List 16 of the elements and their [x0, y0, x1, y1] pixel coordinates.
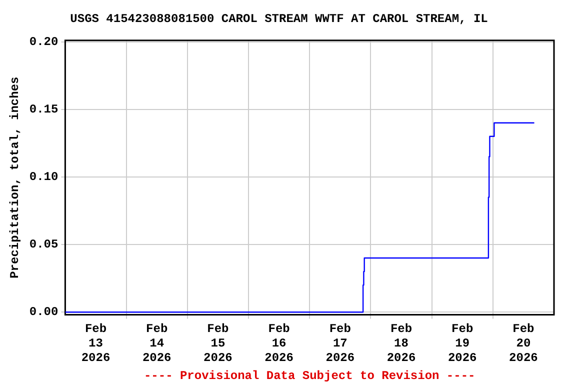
- x-tick-label: Feb 15 2026: [204, 322, 232, 365]
- y-axis-title: Precipitation, total, inches: [8, 76, 22, 278]
- x-tick-label: Feb 19 2026: [448, 322, 477, 365]
- x-tick-label: Feb 18 2026: [386, 322, 416, 365]
- x-tick-label: Feb 17 2026: [326, 322, 355, 365]
- x-tick-label: Feb 13 2026: [81, 322, 110, 365]
- x-tick-label: Feb 20 2026: [509, 322, 538, 365]
- y-tick-label: 0.10: [29, 170, 58, 184]
- x-tick-label: Feb 14 2026: [142, 322, 172, 365]
- chart-title: USGS 415423088081500 CAROL STREAM WWTF AT CAROL STREAM, IL: [70, 12, 488, 26]
- text: ---- Provisional Data Subject to Revision ----: [144, 369, 476, 384]
- y-tick-label: 0.15: [29, 102, 58, 116]
- x-tick-label: Feb 16 2026: [264, 322, 294, 365]
- y-tick-label: 0.05: [29, 238, 58, 252]
- y-tick-label: 0.00: [29, 305, 58, 320]
- y-tick-label: 0.20: [29, 34, 58, 49]
